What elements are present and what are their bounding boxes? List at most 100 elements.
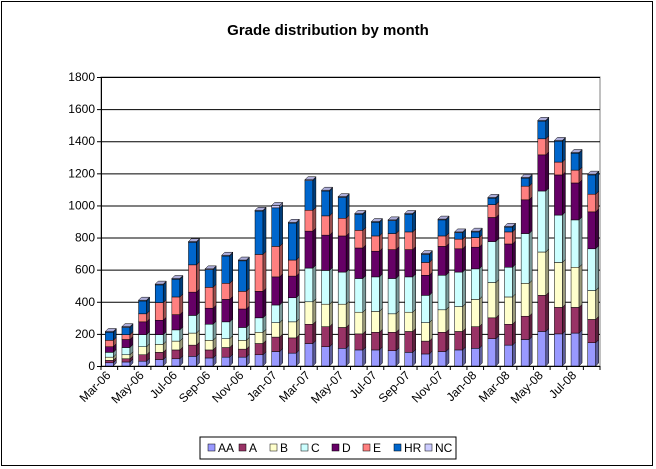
bar-segment-aa — [371, 349, 380, 367]
bar-side-c — [279, 301, 283, 324]
bar-segment-d — [188, 291, 197, 316]
bar-top — [420, 250, 433, 254]
bar-segment-hr — [105, 332, 114, 341]
bar-segment-a — [154, 352, 164, 360]
bar-side-c — [379, 273, 383, 313]
bar-side-c — [329, 266, 333, 305]
bar-side-d — [495, 213, 500, 243]
bar-side-b — [562, 258, 566, 309]
bar-segment-d — [105, 346, 114, 353]
x-tick-label: Nov-06 — [209, 368, 246, 405]
bar-segment-e — [138, 313, 147, 323]
bar-segment-hr — [404, 214, 413, 233]
bar-segment-a — [371, 332, 380, 351]
bar-top — [254, 207, 267, 211]
bar-top — [171, 275, 184, 279]
bar-side-d — [296, 272, 300, 299]
bar-side-d — [196, 288, 200, 317]
bar-segment-aa — [121, 361, 131, 367]
bar-side-b — [479, 295, 483, 328]
y-tick-label: 400 — [75, 295, 95, 309]
bar-top — [337, 193, 350, 197]
bar-segment-e — [421, 262, 430, 276]
bar-top — [520, 174, 533, 178]
y-tick-label: 200 — [75, 327, 95, 341]
bar-segment-d — [487, 217, 497, 242]
bar-segment-aa — [421, 353, 430, 367]
bar-side-b — [445, 306, 450, 333]
legend-swatch-e — [362, 443, 371, 452]
bar-segment-a — [238, 348, 247, 358]
bar-segment-aa — [404, 352, 413, 367]
bar-segment-e — [504, 231, 513, 245]
bar-segment-b — [304, 301, 314, 325]
bar-side-hr — [229, 252, 233, 284]
bar-segment-aa — [138, 360, 147, 367]
bar-segment-d — [271, 276, 280, 306]
legend-label-c: C — [311, 441, 320, 455]
bar-segment-hr — [554, 140, 563, 163]
bar-side-b — [429, 319, 433, 342]
bar-side-hr — [312, 176, 317, 211]
bar-segment-d — [537, 154, 547, 192]
bar-segment-hr — [254, 210, 264, 255]
bar-segment-aa — [238, 356, 247, 367]
bar-side-e — [262, 250, 267, 292]
bar-segment-aa — [471, 348, 480, 367]
legend-label-a: A — [249, 441, 257, 455]
bar-side-c — [395, 274, 400, 315]
bar-segment-aa — [504, 344, 513, 367]
bar-segment-aa — [520, 339, 530, 367]
bar-segment-c — [387, 278, 397, 315]
bar-segment-a — [171, 349, 181, 360]
bar-segment-hr — [471, 231, 480, 238]
bar-side-c — [512, 263, 516, 298]
legend-swatch-hr — [393, 443, 402, 452]
bar-side-e — [279, 242, 283, 278]
bar-segment-d — [171, 314, 181, 331]
bar-side-b — [528, 279, 533, 317]
bar-side-b — [512, 293, 516, 325]
y-tick-label: 0 — [88, 359, 95, 373]
bar-side-e — [312, 206, 317, 232]
bar-side-a — [595, 315, 599, 344]
bar-segment-e — [121, 334, 131, 340]
bar-segment-c — [354, 278, 364, 313]
bar-side-aa — [528, 335, 533, 367]
bar-segment-b — [105, 356, 114, 361]
legend-swatch-a — [238, 443, 247, 452]
bar-side-a — [479, 323, 483, 349]
bar-segment-d — [238, 308, 247, 328]
bar-side-hr — [345, 193, 350, 219]
bar-segment-aa — [154, 359, 164, 367]
bar-segment-e — [105, 340, 114, 347]
bar-side-c — [412, 273, 416, 313]
bar-side-e — [162, 298, 167, 321]
bar-segment-e — [587, 193, 596, 213]
bar-segment-e — [304, 210, 314, 232]
bar-segment-nc — [271, 205, 280, 209]
bar-segment-c — [154, 334, 164, 345]
bar-side-d — [595, 208, 599, 250]
bar-segment-b — [570, 267, 580, 308]
bar-segment-a — [288, 337, 297, 354]
bar-segment-a — [254, 343, 264, 356]
bar-segment-b — [121, 354, 131, 360]
bar-side-b — [379, 307, 383, 333]
bar-side-d — [246, 305, 250, 329]
bar-side-hr — [578, 149, 583, 171]
bar-segment-b — [537, 251, 547, 296]
y-tick-label: 1400 — [68, 134, 95, 148]
bar-segment-a — [304, 324, 314, 344]
x-tick-label: Mar-08 — [476, 368, 513, 405]
bar-segment-aa — [304, 343, 314, 367]
bar-segment-c — [421, 295, 430, 323]
bar-segment-b — [371, 311, 380, 333]
bar-side-e — [362, 226, 367, 249]
bar-top — [387, 216, 400, 221]
bar-side-a — [445, 328, 450, 353]
bar-side-b — [545, 248, 550, 296]
bar-side-aa — [495, 335, 500, 367]
bar-side-c — [479, 265, 483, 300]
